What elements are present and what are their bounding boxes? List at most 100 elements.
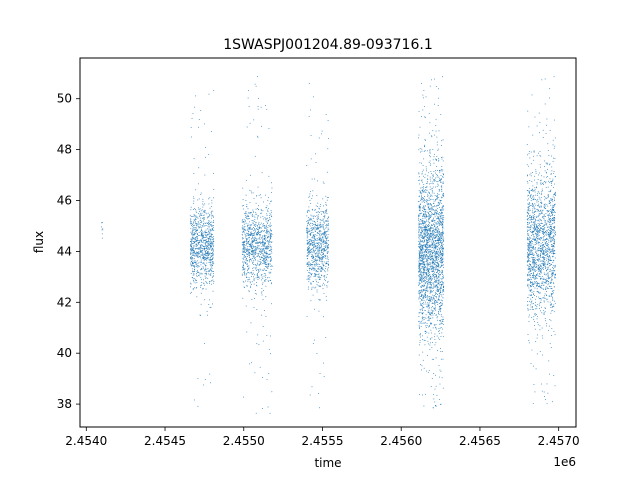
data-point xyxy=(312,237,314,239)
data-point xyxy=(424,235,426,237)
data-point xyxy=(438,289,440,291)
data-point xyxy=(430,258,432,260)
data-point xyxy=(442,281,444,283)
data-point xyxy=(257,76,258,77)
data-point xyxy=(243,218,245,220)
data-point xyxy=(423,211,424,212)
data-point xyxy=(428,303,430,305)
data-point xyxy=(313,235,315,236)
data-point xyxy=(420,276,422,278)
data-point xyxy=(327,259,329,261)
data-point xyxy=(251,254,253,256)
data-point xyxy=(193,197,195,199)
data-point xyxy=(419,294,420,296)
data-point xyxy=(319,407,320,409)
data-point xyxy=(271,182,272,184)
data-point xyxy=(259,212,261,214)
data-point xyxy=(427,256,429,258)
data-point xyxy=(432,294,434,296)
data-point xyxy=(430,226,432,228)
data-point xyxy=(320,237,322,239)
data-point xyxy=(434,333,436,335)
data-point xyxy=(245,211,247,213)
data-point xyxy=(436,136,438,138)
data-point xyxy=(438,256,440,258)
data-point xyxy=(430,135,432,137)
data-point xyxy=(442,293,444,295)
data-point xyxy=(440,277,442,279)
data-point xyxy=(323,228,325,230)
data-point xyxy=(250,232,251,234)
data-point xyxy=(436,212,438,214)
data-point xyxy=(436,245,438,247)
data-point xyxy=(262,377,263,378)
data-point xyxy=(427,242,429,243)
data-point xyxy=(248,234,250,236)
data-point xyxy=(316,353,318,355)
data-point xyxy=(425,211,426,212)
data-point xyxy=(418,263,420,265)
data-point xyxy=(246,239,248,240)
data-point xyxy=(264,238,266,240)
data-point xyxy=(242,258,244,260)
data-point xyxy=(211,243,213,245)
data-point xyxy=(307,228,309,230)
data-point xyxy=(429,203,431,205)
data-point xyxy=(437,221,438,223)
data-point xyxy=(210,234,212,236)
data-point xyxy=(440,281,441,283)
data-point xyxy=(422,210,423,212)
data-point xyxy=(245,241,247,243)
data-point xyxy=(424,150,426,151)
data-point xyxy=(315,262,317,264)
data-point xyxy=(320,247,322,248)
data-point xyxy=(308,206,310,208)
data-point xyxy=(258,221,260,223)
data-point xyxy=(319,205,321,207)
data-point xyxy=(255,202,257,204)
data-point xyxy=(210,212,212,214)
data-point xyxy=(253,221,255,222)
data-point xyxy=(434,259,436,261)
data-point xyxy=(419,268,421,270)
data-point xyxy=(309,272,310,274)
data-point xyxy=(432,148,434,150)
data-point xyxy=(307,223,309,225)
data-point xyxy=(428,207,429,209)
data-point xyxy=(437,183,439,185)
data-point xyxy=(434,210,436,212)
data-point xyxy=(317,259,318,261)
data-point xyxy=(267,264,269,265)
data-point xyxy=(262,326,264,327)
data-point xyxy=(551,335,553,336)
data-point xyxy=(192,253,194,255)
data-point xyxy=(316,264,317,266)
data-point xyxy=(418,209,420,211)
data-point xyxy=(205,265,206,266)
data-point xyxy=(430,250,432,252)
data-point xyxy=(267,230,269,232)
data-point xyxy=(418,260,420,262)
data-point xyxy=(317,245,319,247)
data-point xyxy=(260,106,262,108)
data-point xyxy=(270,238,272,239)
data-point xyxy=(434,264,436,266)
data-point xyxy=(270,236,272,238)
data-point xyxy=(310,263,312,265)
data-point xyxy=(198,126,199,128)
data-point xyxy=(205,259,207,260)
data-point xyxy=(312,227,314,229)
data-point xyxy=(420,320,422,322)
data-point xyxy=(435,275,437,277)
data-point xyxy=(191,258,193,260)
data-point xyxy=(326,196,328,198)
data-point xyxy=(320,266,321,268)
data-point xyxy=(418,284,419,286)
data-point xyxy=(432,218,434,220)
data-point xyxy=(325,211,326,213)
data-point xyxy=(422,238,424,240)
data-point xyxy=(440,307,442,309)
data-point xyxy=(424,187,426,188)
data-point xyxy=(418,234,420,235)
data-point xyxy=(324,275,326,276)
